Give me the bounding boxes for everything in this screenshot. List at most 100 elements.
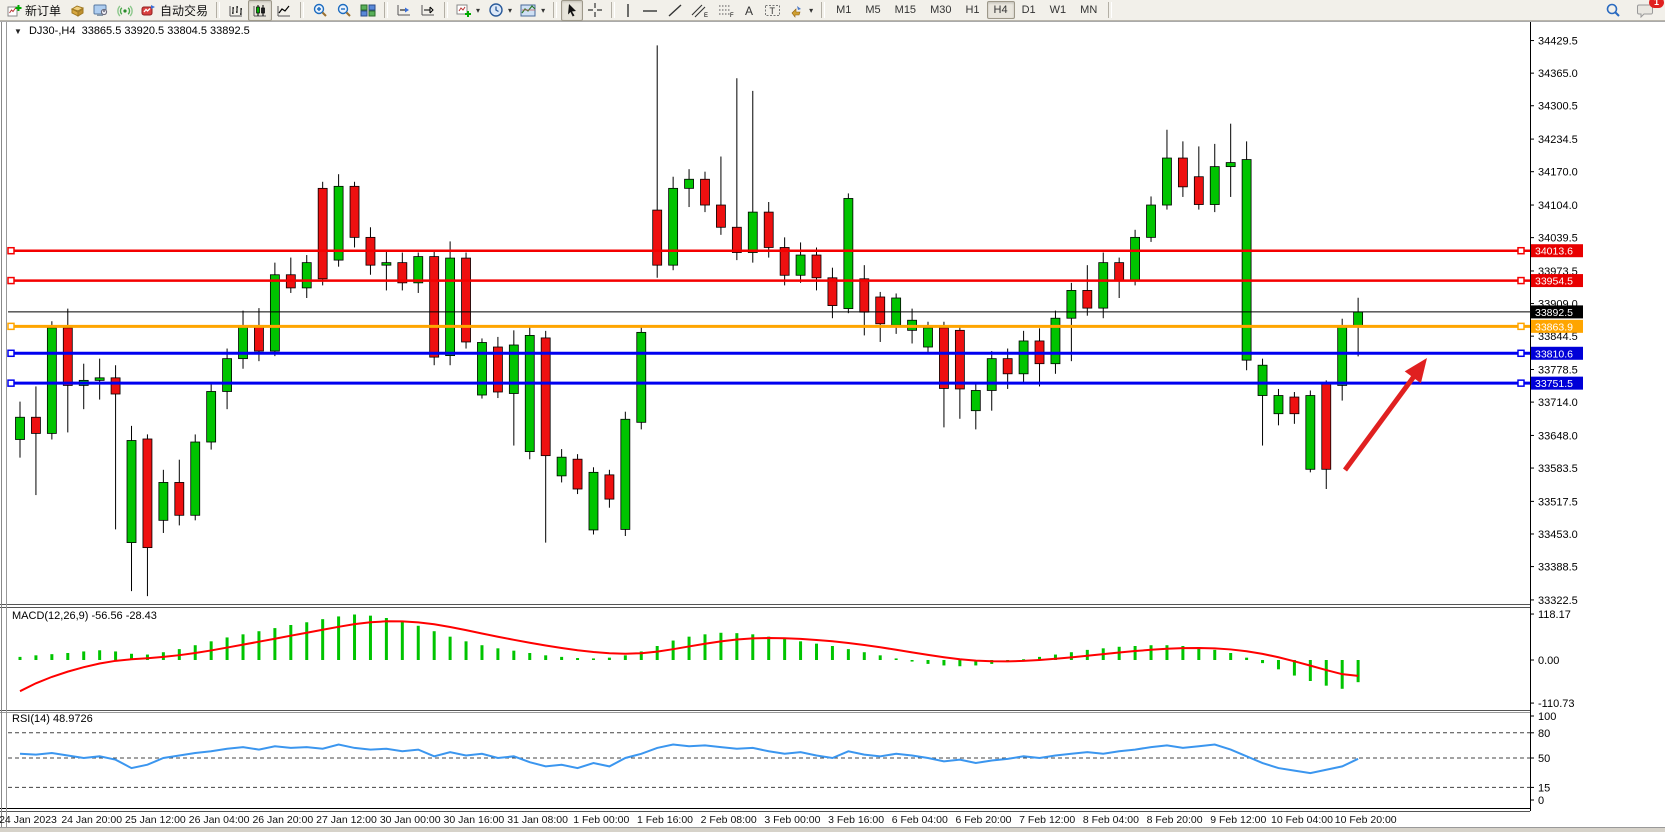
chevron-down-icon: ▾ — [476, 5, 481, 15]
candle-body — [445, 257, 456, 357]
candle-body — [1225, 162, 1236, 168]
line-anchor-marker[interactable] — [7, 246, 15, 255]
chart-title[interactable]: ▼ DJ30-,H4 33865.5 33920.5 33804.5 33892… — [14, 25, 250, 37]
crosshair-tool-button[interactable] — [583, 0, 607, 21]
bar-chart-button[interactable] — [224, 0, 248, 21]
candle-body — [1353, 311, 1364, 326]
price-badge — [1531, 346, 1583, 360]
axis-text: 9 Feb 12:00 — [1210, 814, 1266, 826]
axis-text: 34365.0 — [1538, 68, 1578, 80]
new-chart-icon — [456, 3, 472, 18]
tile-windows-button[interactable] — [356, 0, 380, 21]
axis-text: 34234.5 — [1538, 134, 1578, 146]
tf-button-M15[interactable]: M15 — [894, 4, 917, 16]
line-anchor-marker[interactable] — [7, 379, 15, 387]
axis-text: 33863.9 — [1535, 321, 1573, 333]
axis-text: 31 Jan 08:00 — [507, 814, 568, 826]
axis-text: 33892.5 — [1535, 307, 1573, 319]
trendline-tool[interactable] — [663, 0, 687, 21]
new-order-label: 新订单 — [25, 3, 62, 18]
trend-arrow-head[interactable] — [1404, 358, 1427, 384]
line-anchor-marker[interactable] — [7, 322, 15, 331]
tf-button-MN[interactable]: MN — [1080, 4, 1098, 16]
axis-text: 8 Feb 04:00 — [1083, 814, 1139, 826]
line-anchor-marker[interactable] — [1517, 276, 1525, 285]
signal-button[interactable] — [113, 0, 137, 21]
horizontal-line-tool[interactable] — [637, 0, 663, 21]
tf-button-M1[interactable]: M1 — [836, 4, 852, 16]
price-badge — [1531, 305, 1583, 319]
axis-text: 34013.6 — [1535, 246, 1573, 258]
price-badge — [1531, 376, 1583, 390]
vertical-line-tool[interactable] — [619, 0, 637, 21]
bar-chart-icon — [228, 3, 244, 18]
label-tool[interactable]: T — [760, 0, 785, 21]
channel-tool[interactable]: E — [687, 0, 713, 21]
axis-text: 33714.0 — [1538, 397, 1578, 409]
axis-text: 6 Feb 20:00 — [955, 814, 1011, 826]
tf-button-M30[interactable]: M30 — [930, 4, 952, 16]
notifications-button[interactable]: 1 — [1633, 0, 1664, 21]
candle-chart-button[interactable] — [248, 0, 273, 21]
candle-body — [1066, 290, 1077, 319]
market-watch-button[interactable] — [65, 0, 89, 21]
axis-text: 34429.5 — [1538, 36, 1578, 48]
cursor-icon — [565, 3, 579, 18]
trend-arrow[interactable] — [1342, 373, 1418, 472]
candle-body — [1337, 326, 1348, 386]
axis-text: 26 Jan 20:00 — [252, 814, 313, 826]
period-button[interactable]: ▾ — [484, 0, 516, 21]
terminal-button[interactable] — [89, 0, 113, 21]
line-anchor-marker[interactable] — [1517, 322, 1525, 331]
candle-body — [652, 209, 663, 266]
separator — [1108, 2, 1113, 18]
separator — [553, 2, 558, 18]
shapes-tool[interactable]: ▾ — [785, 0, 817, 21]
tf-button-H1[interactable]: H1 — [965, 4, 980, 16]
candle-body — [668, 187, 679, 266]
axis-text: 8 Feb 20:00 — [1147, 814, 1203, 826]
chart-shift-button[interactable] — [392, 0, 416, 21]
template-button[interactable]: ▾ — [516, 0, 549, 21]
collapse-triangle-icon[interactable]: ▼ — [14, 27, 22, 36]
fibonacci-tool[interactable]: F — [713, 0, 739, 21]
autotrade-button[interactable]: 自动交易 — [137, 0, 212, 21]
cursor-tool-button[interactable] — [561, 0, 584, 21]
rsi-label: RSI(14) 48.9726 — [12, 713, 93, 725]
tf-button-D1[interactable]: D1 — [1021, 4, 1036, 16]
text-tool[interactable]: A — [739, 0, 760, 21]
line-anchor-marker[interactable] — [1517, 246, 1525, 255]
axis-text: 0.00 — [1538, 655, 1559, 667]
line-anchor-marker[interactable] — [1517, 349, 1525, 358]
line-chart-button[interactable] — [272, 0, 296, 21]
axis-text: 15 — [1538, 782, 1550, 794]
tf-button-W1[interactable]: W1 — [1049, 4, 1067, 16]
axis-text: 34300.5 — [1538, 101, 1578, 113]
chevron-down-icon: ▾ — [541, 5, 546, 15]
axis-text: 33322.5 — [1538, 595, 1578, 607]
line-anchor-marker[interactable] — [7, 276, 15, 285]
timeframe-group: M1 M5 M15 M30 H1 H4 D1 W1 MN — [829, 1, 1104, 19]
new-chart-button[interactable]: ▾ — [452, 0, 484, 21]
candle-body — [1273, 395, 1284, 415]
candle-body — [269, 274, 280, 352]
search-button[interactable] — [1601, 0, 1625, 21]
template-icon — [520, 3, 537, 18]
candle-body — [636, 331, 647, 423]
auto-scroll-button[interactable] — [416, 0, 440, 21]
tf-button-H4[interactable]: H4 — [986, 1, 1015, 19]
candle-body — [684, 178, 694, 189]
tf-button-M5[interactable]: M5 — [865, 4, 881, 16]
axis-text: 33778.5 — [1538, 365, 1578, 377]
line-anchor-marker[interactable] — [7, 349, 15, 358]
cube-icon — [69, 3, 85, 18]
zoom-in-button[interactable] — [308, 0, 332, 21]
new-order-button[interactable]: 新订单 — [3, 0, 65, 21]
candle-body — [94, 377, 105, 381]
rsi-line — [19, 743, 1359, 775]
zoom-out-button[interactable] — [332, 0, 356, 21]
candle-body — [1193, 176, 1204, 205]
candle-body — [477, 342, 487, 396]
line-anchor-marker[interactable] — [1517, 379, 1525, 387]
